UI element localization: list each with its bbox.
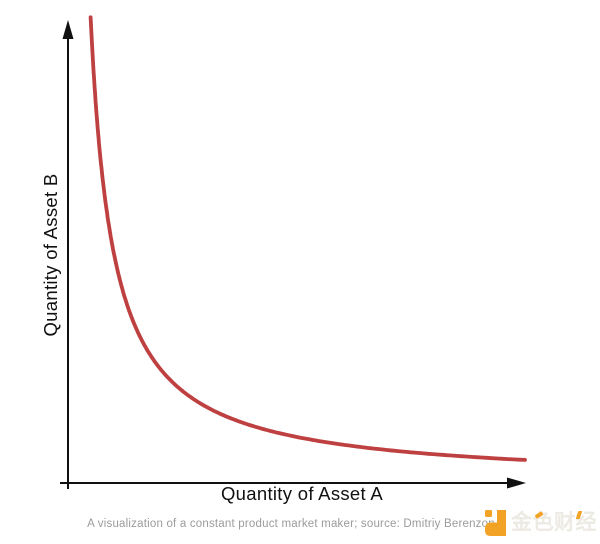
x-axis [60, 477, 526, 489]
y-axis-label: Quantity of Asset B [40, 173, 61, 337]
x-axis-arrowhead [507, 477, 526, 489]
caption-text: A visualization of a constant product ma… [87, 518, 495, 530]
jinse-j-mark-icon [485, 509, 506, 536]
x-axis-label: Quantity of Asset A [220, 483, 384, 504]
y-axis [62, 20, 74, 489]
y-axis-arrowhead [62, 20, 74, 39]
jinse-finance-logo: 金色财经 [485, 509, 597, 536]
jinse-logo-text: 金色财经 [511, 511, 597, 534]
constant-product-curve [88, 15, 527, 462]
